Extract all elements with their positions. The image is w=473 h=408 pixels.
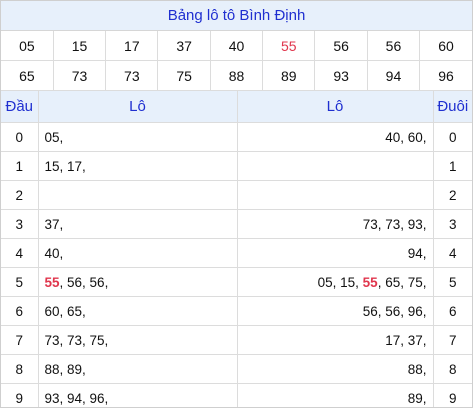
number-cell: 73 — [105, 60, 159, 91]
dau-cell: 9 — [1, 383, 39, 407]
number-cell: 88 — [209, 60, 264, 91]
number-cell: 55 — [262, 31, 316, 61]
number-cell: 94 — [366, 60, 421, 91]
lo-left-cell: 37, — [37, 209, 238, 239]
table-row: 3 37, 73, 73, 93, 3 — [1, 209, 472, 239]
lo-left-cell: 88, 89, — [37, 354, 238, 384]
number-cell: 89 — [262, 60, 316, 91]
number-cell: 05 — [1, 31, 54, 61]
dau-cell: 8 — [1, 354, 39, 384]
duoi-cell: 4 — [432, 238, 472, 268]
dau-cell: 5 — [1, 267, 39, 297]
duoi-cell: 0 — [432, 122, 472, 152]
table-row: 0 05, 40, 60, 0 — [1, 122, 472, 152]
number-cell: 15 — [52, 31, 107, 61]
lo-left-cell: 60, 65, — [37, 296, 238, 326]
dau-cell: 3 — [1, 209, 39, 239]
header-lo-right: Lô — [236, 91, 434, 123]
lo-left-cell: 15, 17, — [37, 151, 238, 181]
dau-cell: 1 — [1, 151, 39, 181]
header-dau: Đầu — [1, 91, 39, 123]
lo-left-cell: 93, 94, 96, — [37, 383, 238, 407]
numbers-row: 65 73 73 75 88 89 93 94 96 — [1, 60, 472, 91]
lo-left-cell: 73, 73, 75, — [37, 325, 238, 355]
duoi-cell: 7 — [432, 325, 472, 355]
loto-table: Đầu Lô Lô Đuôi 0 05, 40, 60, 0 1 15, 17, 1 2 2 3 3… — [1, 91, 472, 407]
duoi-cell: 6 — [432, 296, 472, 326]
highlight-number: 55 — [362, 274, 378, 290]
dau-cell: 0 — [1, 122, 39, 152]
header-lo-left: Lô — [37, 91, 238, 123]
number-cell: 65 — [1, 60, 54, 91]
duoi-cell: 5 — [432, 267, 472, 297]
number-cell: 75 — [157, 60, 211, 91]
number-cell: 56 — [366, 31, 421, 61]
lo-left-cell: 05, — [37, 122, 238, 152]
duoi-cell: 3 — [432, 209, 472, 239]
lo-right-cell — [236, 180, 434, 210]
dau-cell: 2 — [1, 180, 39, 210]
dau-cell: 7 — [1, 325, 39, 355]
numbers-grid: 05 15 17 37 40 55 56 56 60 65 73 73 75 88 89 93 94 96 — [1, 31, 472, 91]
table-row: 4 40, 94, 4 — [1, 238, 472, 268]
table-row: 8 88, 89, 88, 8 — [1, 354, 472, 384]
number-cell: 96 — [419, 60, 472, 91]
lo-right-cell: 56, 56, 96, — [236, 296, 434, 326]
table-row: 9 93, 94, 96, 89, 9 — [1, 383, 472, 407]
number-cell: 17 — [105, 31, 159, 61]
number-cell: 56 — [314, 31, 368, 61]
table-row: 1 15, 17, 1 — [1, 151, 472, 181]
lo-left-cell: 55, 56, 56, — [37, 267, 238, 297]
lo-right-cell: 40, 60, — [236, 122, 434, 152]
table-row: 6 60, 65, 56, 56, 96, 6 — [1, 296, 472, 326]
duoi-cell: 2 — [432, 180, 472, 210]
number-cell: 73 — [52, 60, 107, 91]
dau-cell: 6 — [1, 296, 39, 326]
duoi-cell: 1 — [432, 151, 472, 181]
lo-left-cell: 40, — [37, 238, 238, 268]
duoi-cell: 8 — [432, 354, 472, 384]
lo-right-cell: 89, — [236, 383, 434, 407]
table-row: 7 73, 73, 75, 17, 37, 7 — [1, 325, 472, 355]
numbers-row: 05 15 17 37 40 55 56 56 60 — [1, 31, 472, 61]
header-duoi: Đuôi — [432, 91, 472, 123]
number-cell: 37 — [157, 31, 211, 61]
lo-right-cell: 73, 73, 93, — [236, 209, 434, 239]
number-cell: 40 — [209, 31, 264, 61]
lo-right-cell: 17, 37, — [236, 325, 434, 355]
lo-right-cell: 88, — [236, 354, 434, 384]
lo-left-cell — [37, 180, 238, 210]
loto-header-row: Đầu Lô Lô Đuôi — [1, 91, 472, 123]
lo-right-cell — [236, 151, 434, 181]
board-title: Bảng lô tô Bình Định — [1, 1, 472, 31]
table-row: 5 55, 56, 56, 05, 15, 55, 65, 75, 5 — [1, 267, 472, 297]
number-cell: 60 — [419, 31, 472, 61]
lo-right-cell: 94, — [236, 238, 434, 268]
duoi-cell: 9 — [432, 383, 472, 407]
dau-cell: 4 — [1, 238, 39, 268]
lo-right-cell: 05, 15, 55, 65, 75, — [236, 267, 434, 297]
number-cell: 93 — [314, 60, 368, 91]
highlight-number: 55 — [44, 274, 60, 290]
